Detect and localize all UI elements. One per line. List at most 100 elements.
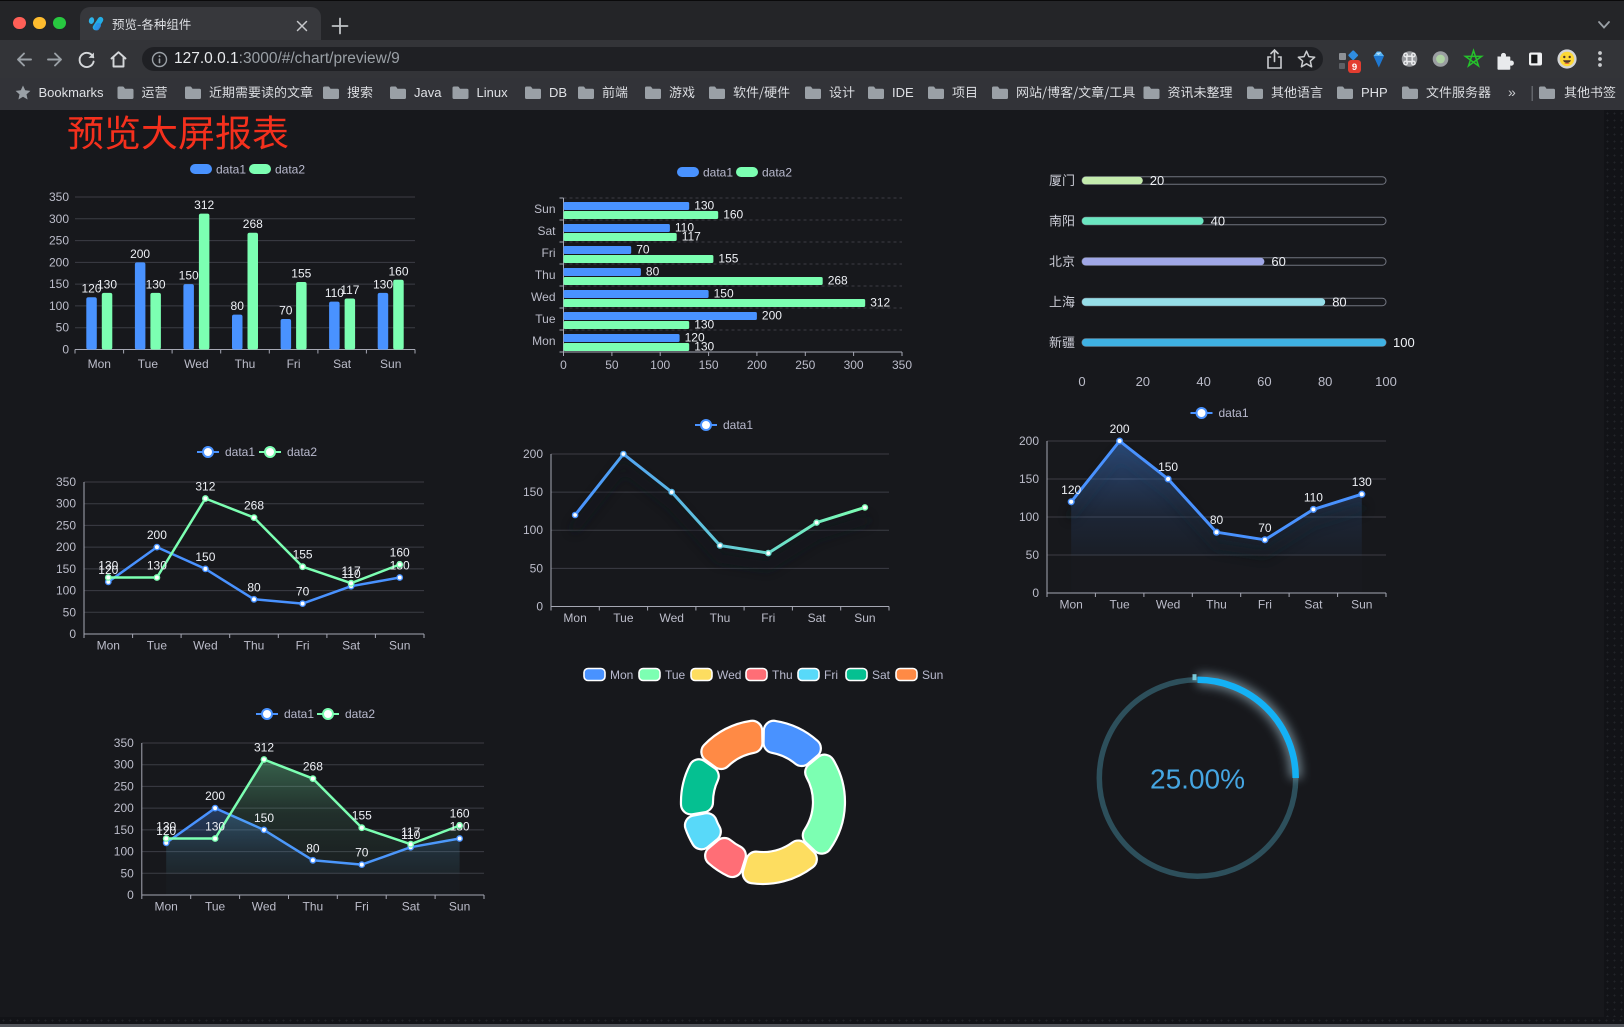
svg-text:data1: data1 xyxy=(216,163,246,177)
svg-text:100: 100 xyxy=(523,523,543,537)
svg-text:120: 120 xyxy=(1061,483,1081,497)
svg-text:312: 312 xyxy=(254,741,274,755)
svg-text:40: 40 xyxy=(1211,214,1225,229)
svg-text:150: 150 xyxy=(195,550,215,564)
svg-text:25.00%: 25.00% xyxy=(1150,764,1245,795)
svg-text:Mon: Mon xyxy=(1060,598,1083,612)
svg-text:Wed: Wed xyxy=(184,357,208,371)
svg-text:100: 100 xyxy=(49,299,69,313)
svg-text:110: 110 xyxy=(342,567,361,581)
svg-text:data2: data2 xyxy=(275,163,305,177)
svg-text:Bookmarks: Bookmarks xyxy=(39,85,105,100)
svg-text:160: 160 xyxy=(388,264,408,278)
svg-text:80: 80 xyxy=(1318,374,1332,389)
svg-text:200: 200 xyxy=(130,247,150,261)
svg-text:117: 117 xyxy=(340,283,359,297)
svg-text:80: 80 xyxy=(1210,513,1224,527)
svg-text:300: 300 xyxy=(114,758,134,772)
svg-text:Fri: Fri xyxy=(824,668,838,682)
svg-text:300: 300 xyxy=(844,358,864,372)
svg-text:Sat: Sat xyxy=(342,639,361,653)
svg-text:Thu: Thu xyxy=(1206,598,1227,612)
svg-text:Tue: Tue xyxy=(205,900,226,914)
svg-text:130: 130 xyxy=(1352,475,1372,489)
svg-text:130: 130 xyxy=(98,559,118,573)
svg-text:0: 0 xyxy=(1032,586,1039,600)
svg-text:100: 100 xyxy=(650,358,670,372)
svg-text:130: 130 xyxy=(694,318,714,332)
svg-text:130: 130 xyxy=(205,820,225,834)
svg-text:40: 40 xyxy=(1196,374,1210,389)
svg-text:Fri: Fri xyxy=(542,246,556,260)
svg-text:100: 100 xyxy=(1019,510,1039,524)
svg-text:IDE: IDE xyxy=(892,85,914,100)
svg-text:Wed: Wed xyxy=(717,668,741,682)
svg-text:117: 117 xyxy=(401,825,420,839)
svg-text:80: 80 xyxy=(247,580,261,594)
svg-text:Wed: Wed xyxy=(252,900,276,914)
svg-text:data1: data1 xyxy=(1219,406,1249,420)
svg-text:268: 268 xyxy=(243,217,263,231)
svg-text:Tue: Tue xyxy=(665,668,686,682)
svg-text:350: 350 xyxy=(114,736,134,750)
svg-text:data1: data1 xyxy=(703,166,733,180)
svg-text:110: 110 xyxy=(1304,490,1323,504)
svg-text:312: 312 xyxy=(870,296,890,310)
svg-text:117: 117 xyxy=(682,230,701,244)
svg-text:50: 50 xyxy=(605,358,619,372)
svg-text:200: 200 xyxy=(747,358,767,372)
svg-text:Tue: Tue xyxy=(535,312,556,326)
svg-text:100: 100 xyxy=(114,845,134,859)
svg-text:150: 150 xyxy=(179,269,199,283)
svg-text:Wed: Wed xyxy=(1156,598,1180,612)
svg-text:Tue: Tue xyxy=(138,357,159,371)
svg-text:Sat: Sat xyxy=(537,224,556,238)
svg-text:155: 155 xyxy=(352,809,372,823)
svg-text:350: 350 xyxy=(49,190,69,204)
svg-text:50: 50 xyxy=(63,605,77,619)
svg-text:300: 300 xyxy=(49,212,69,226)
svg-text:50: 50 xyxy=(120,866,134,880)
svg-text:Fri: Fri xyxy=(296,639,310,653)
svg-text:312: 312 xyxy=(195,480,215,494)
svg-text:0: 0 xyxy=(1078,374,1085,389)
svg-text:Wed: Wed xyxy=(193,639,217,653)
svg-text:200: 200 xyxy=(56,540,76,554)
svg-text:50: 50 xyxy=(56,321,70,335)
svg-text:130: 130 xyxy=(146,277,166,291)
svg-text:Linux: Linux xyxy=(477,85,509,100)
svg-text:200: 200 xyxy=(1019,434,1039,448)
svg-text:Java: Java xyxy=(414,85,442,100)
svg-text:Thu: Thu xyxy=(244,639,265,653)
svg-text:200: 200 xyxy=(205,789,225,803)
svg-text:160: 160 xyxy=(390,546,410,560)
svg-text:100: 100 xyxy=(1375,374,1397,389)
svg-text:80: 80 xyxy=(306,841,320,855)
svg-text:80: 80 xyxy=(1332,295,1346,310)
svg-text:268: 268 xyxy=(828,274,848,288)
svg-text:0: 0 xyxy=(560,358,567,372)
svg-text:200: 200 xyxy=(1110,422,1130,436)
svg-text:Tue: Tue xyxy=(613,611,634,625)
svg-text:150: 150 xyxy=(254,811,274,825)
svg-text:100: 100 xyxy=(1393,335,1415,350)
svg-text:Sun: Sun xyxy=(449,900,470,914)
svg-text:Sat: Sat xyxy=(1304,598,1323,612)
svg-text:250: 250 xyxy=(114,779,134,793)
svg-text:Wed: Wed xyxy=(659,611,683,625)
svg-text:Sun: Sun xyxy=(854,611,875,625)
svg-text:Mon: Mon xyxy=(155,900,178,914)
svg-text:DB: DB xyxy=(549,85,567,100)
svg-text:Fri: Fri xyxy=(761,611,775,625)
svg-text:110: 110 xyxy=(675,221,694,235)
svg-text:250: 250 xyxy=(56,518,76,532)
svg-text:80: 80 xyxy=(231,299,245,313)
svg-text:data1: data1 xyxy=(225,445,255,459)
svg-text:Sun: Sun xyxy=(389,639,410,653)
svg-text:200: 200 xyxy=(147,528,167,542)
svg-text:20: 20 xyxy=(1136,374,1150,389)
svg-text:Mon: Mon xyxy=(610,668,633,682)
svg-text:120: 120 xyxy=(98,563,118,577)
svg-text:160: 160 xyxy=(723,208,743,222)
svg-text:117: 117 xyxy=(342,564,361,578)
